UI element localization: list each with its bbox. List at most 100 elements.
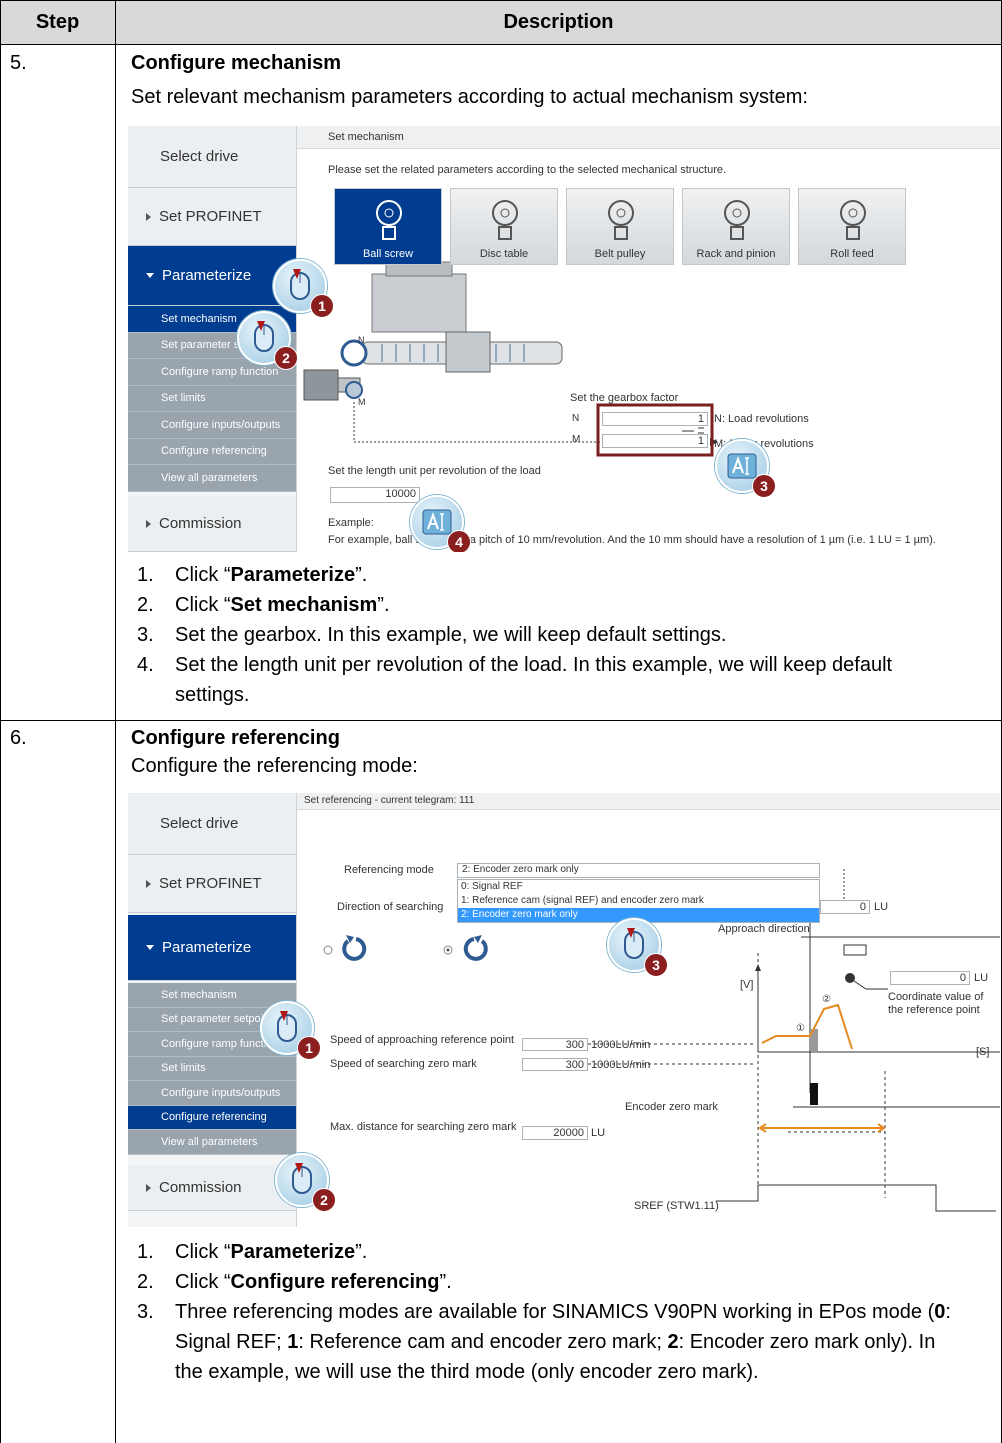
max-distance-input[interactable]: 20000 bbox=[522, 1126, 588, 1140]
mode-option[interactable]: 1: Reference cam (signal REF) and encode… bbox=[461, 895, 704, 906]
nav-subitem[interactable]: View all parameters bbox=[128, 465, 296, 492]
n-description: N: Load revolutions bbox=[714, 413, 809, 425]
coord-input[interactable]: 0 bbox=[890, 971, 970, 985]
item-text: Set mechanism bbox=[230, 594, 378, 616]
nav-subitem[interactable]: Configure referencing bbox=[128, 438, 296, 465]
screenshot: Set referencing - current telegram: 111 … bbox=[128, 793, 1000, 1227]
header-row bbox=[0, 0, 1002, 45]
callout-number: 3 bbox=[752, 474, 776, 498]
mechanism-option[interactable]: Belt pulley bbox=[566, 188, 674, 265]
item-text: Set the gearbox. In this example, we wil… bbox=[175, 624, 727, 646]
item-number: 3. bbox=[137, 1301, 154, 1323]
speed-search-label: Speed of searching zero mark bbox=[330, 1058, 477, 1070]
nav-label: Commission bbox=[159, 1179, 242, 1196]
nav-item[interactable]: Commission bbox=[128, 1165, 296, 1211]
panel-heading: Set referencing - current telegram: 111 bbox=[304, 795, 475, 806]
header-description: Description bbox=[503, 11, 614, 33]
step-number: 5. bbox=[10, 52, 27, 74]
item-text: Configure referencing bbox=[230, 1271, 440, 1293]
instruction-item: 3. Three referencing modes are available … bbox=[137, 1297, 967, 1387]
item-number: 1. bbox=[137, 1241, 154, 1263]
item-text: Click “ bbox=[175, 1271, 231, 1293]
mechanism-option[interactable]: Rack and pinion bbox=[682, 188, 790, 265]
item-text: Parameterize bbox=[230, 564, 356, 586]
mechanism-option[interactable]: Ball screw bbox=[334, 188, 442, 265]
callout-number: 3 bbox=[644, 953, 668, 977]
nav-subitem[interactable]: Configure referencing bbox=[128, 1105, 296, 1130]
mechanism-option[interactable]: Disc table bbox=[450, 188, 558, 265]
phase-label: ② bbox=[822, 994, 831, 1005]
item-text: 1 bbox=[287, 1331, 299, 1353]
item-text: Parameterize bbox=[230, 1241, 356, 1263]
nav-subitem[interactable]: Set limits bbox=[128, 1056, 296, 1081]
nav-subitem[interactable]: Set limits bbox=[128, 385, 296, 412]
item-text: ”. bbox=[439, 1271, 452, 1293]
screenshot: Set mechanism Please set the related par… bbox=[128, 126, 1000, 552]
nav-subitem[interactable]: Set mechanism bbox=[128, 983, 296, 1008]
callout-number: 2 bbox=[274, 346, 298, 370]
speed-approach-input[interactable]: 300 bbox=[522, 1038, 588, 1051]
step-number: 6. bbox=[10, 727, 27, 749]
n-mark: N bbox=[358, 335, 365, 345]
item-text: ”. bbox=[355, 564, 368, 586]
n-input[interactable]: 1 bbox=[602, 412, 708, 426]
mechanism-option[interactable]: Roll feed bbox=[798, 188, 906, 265]
nav-label: Select drive bbox=[160, 815, 239, 832]
item-text: Click “ bbox=[175, 564, 231, 586]
nav-label: Set PROFINET bbox=[159, 875, 262, 892]
nav-item[interactable]: Parameterize bbox=[128, 246, 296, 306]
table-left-border bbox=[0, 44, 1, 1443]
item-text: : Signal REF; bbox=[175, 1301, 951, 1353]
speed-approach-label: Speed of approaching reference point bbox=[330, 1034, 515, 1046]
speed-search-input[interactable]: 300 bbox=[522, 1058, 588, 1071]
step-title: Configure referencing bbox=[131, 727, 340, 749]
option-label: Disc table bbox=[479, 248, 529, 260]
nav-label: Commission bbox=[159, 515, 242, 532]
s-axis-label: [S] bbox=[976, 1046, 990, 1058]
nav-item[interactable]: Commission bbox=[128, 496, 296, 552]
item-number: 4. bbox=[137, 654, 154, 676]
instruction-item: 3. Set the gearbox. In this example, we w… bbox=[137, 620, 967, 650]
instruction: Please set the related parameters accord… bbox=[328, 164, 727, 176]
column-divider bbox=[115, 0, 116, 1443]
instruction-list: 1. Click “Parameterize”. 2. Click “Set mech… bbox=[137, 560, 967, 710]
mode-option[interactable]: 0: Signal REF bbox=[461, 881, 523, 892]
referencing-diagram bbox=[323, 869, 1000, 1212]
max-distance-unit: LU bbox=[591, 1127, 606, 1139]
phase-label: ① bbox=[796, 1023, 805, 1034]
sref-label: SREF (STW1.11) bbox=[634, 1200, 719, 1212]
nav-subitem[interactable]: Configure inputs/outputs bbox=[128, 412, 296, 439]
speed-search-unit: 1000LU/min bbox=[591, 1059, 651, 1071]
m-label: M bbox=[572, 434, 581, 445]
nav-item[interactable]: Set PROFINET bbox=[128, 188, 296, 246]
coord-unit: LU bbox=[974, 972, 989, 984]
step-intro: Configure the referencing mode: bbox=[131, 755, 418, 777]
nav-subitem[interactable]: Configure inputs/outputs bbox=[128, 1081, 296, 1106]
m-input[interactable]: 1 bbox=[602, 434, 708, 448]
direction-input[interactable]: 0 bbox=[820, 900, 870, 914]
speed-approach-unit: 1000LU/min bbox=[591, 1039, 651, 1051]
nav-subitem[interactable]: View all parameters bbox=[128, 1130, 296, 1155]
nav-arrow bbox=[146, 273, 154, 278]
nav-item[interactable]: Parameterize bbox=[128, 915, 296, 981]
length-input[interactable]: 10000 bbox=[330, 487, 420, 503]
nav-item[interactable]: Select drive bbox=[128, 793, 296, 855]
instruction-list: 1. Click “Parameterize”. 2. Click “Configur… bbox=[137, 1237, 967, 1387]
callout-number: 4 bbox=[447, 530, 471, 552]
nav-item[interactable]: Select drive bbox=[128, 126, 296, 188]
nav-arrow bbox=[146, 1183, 151, 1192]
nav-item[interactable]: Set PROFINET bbox=[128, 855, 296, 913]
n-label: N bbox=[572, 413, 580, 424]
item-text: 2 bbox=[667, 1331, 679, 1353]
mode-dropdown[interactable]: 2: Encoder zero mark only bbox=[457, 863, 820, 878]
nav-arrow bbox=[146, 879, 151, 888]
example-label: Example: bbox=[328, 517, 374, 529]
mechanism-illustration bbox=[303, 249, 718, 457]
item-number: 1. bbox=[137, 564, 154, 586]
mode-option[interactable]: 2: Encoder zero mark only bbox=[458, 908, 819, 922]
mode-options: 0: Signal REF 1: Reference cam (signal RE… bbox=[457, 879, 820, 923]
option-label: Rack and pinion bbox=[696, 248, 776, 260]
callout-number: 1 bbox=[310, 294, 334, 318]
nav-arrow bbox=[146, 945, 154, 950]
